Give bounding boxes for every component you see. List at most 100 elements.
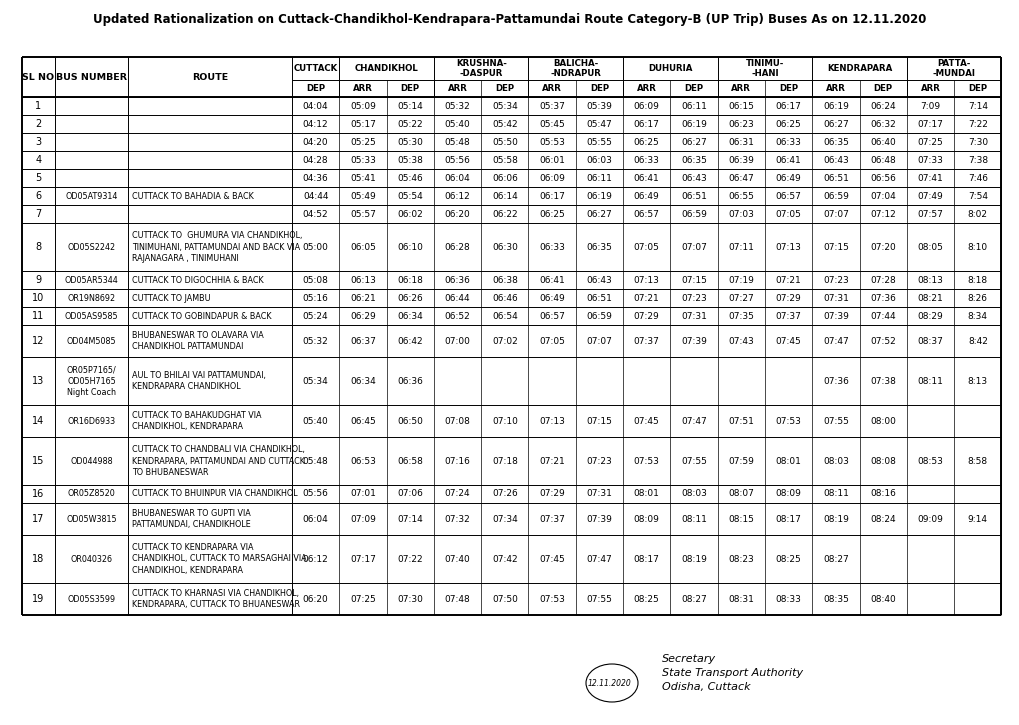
Text: 07:34: 07:34 [491, 515, 518, 523]
Text: 07:20: 07:20 [869, 242, 896, 252]
Text: 05:53: 05:53 [539, 138, 565, 146]
Text: 06:04: 06:04 [444, 173, 470, 183]
Text: 06:24: 06:24 [869, 102, 895, 110]
Text: 5: 5 [36, 173, 42, 183]
Text: 07:17: 07:17 [917, 120, 943, 128]
Text: 9:14: 9:14 [967, 515, 986, 523]
Text: 05:34: 05:34 [303, 376, 328, 386]
Text: ARR: ARR [353, 84, 373, 93]
Text: 07:11: 07:11 [728, 242, 753, 252]
Text: 07:08: 07:08 [444, 416, 470, 426]
Text: 8:18: 8:18 [967, 276, 987, 284]
Text: ARR: ARR [542, 84, 561, 93]
Text: 7:54: 7:54 [967, 191, 986, 201]
Text: 05:08: 05:08 [303, 276, 328, 284]
Text: 06:33: 06:33 [539, 242, 565, 252]
Text: 06:38: 06:38 [491, 276, 518, 284]
Text: 07:05: 07:05 [775, 210, 801, 218]
Text: 07:21: 07:21 [539, 457, 565, 465]
Text: 06:30: 06:30 [491, 242, 518, 252]
Text: 05:33: 05:33 [350, 155, 376, 165]
Text: 08:31: 08:31 [728, 594, 753, 603]
Text: 07:21: 07:21 [633, 294, 659, 302]
Text: 06:48: 06:48 [869, 155, 896, 165]
Text: OD04M5085: OD04M5085 [66, 336, 116, 346]
Text: 07:24: 07:24 [444, 489, 470, 499]
Text: 06:41: 06:41 [633, 173, 659, 183]
Text: 07:15: 07:15 [822, 242, 848, 252]
Text: 06:49: 06:49 [775, 173, 801, 183]
Text: 08:07: 08:07 [728, 489, 753, 499]
Text: 08:15: 08:15 [728, 515, 753, 523]
Text: PATTA-
-MUNDAI: PATTA- -MUNDAI [931, 59, 975, 78]
Text: 08:27: 08:27 [822, 555, 848, 563]
Text: 04:28: 04:28 [303, 155, 328, 165]
Text: 06:25: 06:25 [775, 120, 801, 128]
Text: 04:20: 04:20 [303, 138, 328, 146]
Text: 08:21: 08:21 [917, 294, 943, 302]
Text: 7:46: 7:46 [967, 173, 986, 183]
Text: 06:09: 06:09 [633, 102, 659, 110]
Text: 06:19: 06:19 [681, 120, 706, 128]
Text: 07:03: 07:03 [728, 210, 753, 218]
Text: 07:00: 07:00 [444, 336, 470, 346]
Text: 05:48: 05:48 [303, 457, 328, 465]
Text: 07:45: 07:45 [775, 336, 801, 346]
Text: 04:36: 04:36 [303, 173, 328, 183]
Text: 05:38: 05:38 [397, 155, 423, 165]
Text: 06:20: 06:20 [303, 594, 328, 603]
Text: 08:09: 08:09 [633, 515, 659, 523]
Text: 05:56: 05:56 [303, 489, 328, 499]
Text: 08:11: 08:11 [681, 515, 706, 523]
Text: 06:35: 06:35 [681, 155, 706, 165]
Text: 07:59: 07:59 [728, 457, 753, 465]
Text: 06:19: 06:19 [822, 102, 848, 110]
Text: 07:13: 07:13 [775, 242, 801, 252]
Text: ARR: ARR [636, 84, 656, 93]
Text: 07:36: 07:36 [822, 376, 848, 386]
Text: 05:40: 05:40 [444, 120, 470, 128]
Text: KENDRAPARA: KENDRAPARA [826, 64, 892, 73]
Text: 07:29: 07:29 [633, 312, 659, 320]
Text: 07:23: 07:23 [681, 294, 706, 302]
Text: 05:47: 05:47 [586, 120, 611, 128]
Text: 12: 12 [33, 336, 45, 346]
Text: OD05S2242: OD05S2242 [67, 242, 115, 252]
Text: CUTTACK TO KHARNASI VIA CHANDIKHOL,
KENDRAPARA, CUTTACK TO BHUANESWAR: CUTTACK TO KHARNASI VIA CHANDIKHOL, KEND… [131, 589, 300, 609]
Text: AUL TO BHILAI VAI PATTAMUNDAI,
KENDRAPARA CHANDIKHOL: AUL TO BHILAI VAI PATTAMUNDAI, KENDRAPAR… [131, 371, 266, 391]
Text: 06:12: 06:12 [303, 555, 328, 563]
Text: 07:18: 07:18 [491, 457, 518, 465]
Text: 06:49: 06:49 [633, 191, 659, 201]
Text: 06:51: 06:51 [681, 191, 706, 201]
Text: ARR: ARR [731, 84, 751, 93]
Text: 05:45: 05:45 [539, 120, 565, 128]
Text: 07:32: 07:32 [444, 515, 470, 523]
Text: 05:34: 05:34 [491, 102, 518, 110]
Text: OR16D6933: OR16D6933 [67, 416, 115, 426]
Text: 08:11: 08:11 [917, 376, 943, 386]
Text: 07:51: 07:51 [728, 416, 753, 426]
Text: BALICHA-
-NDRAPUR: BALICHA- -NDRAPUR [550, 59, 600, 78]
Text: OD05AS9585: OD05AS9585 [64, 312, 118, 320]
Text: 08:16: 08:16 [869, 489, 896, 499]
Text: ARR: ARR [447, 84, 467, 93]
Text: 07:37: 07:37 [539, 515, 565, 523]
Text: 06:21: 06:21 [350, 294, 375, 302]
Text: 07:47: 07:47 [822, 336, 848, 346]
Text: OD05AR5344: OD05AR5344 [64, 276, 118, 284]
Text: OR040326: OR040326 [70, 555, 112, 563]
Text: 06:06: 06:06 [491, 173, 518, 183]
Text: 07:01: 07:01 [350, 489, 376, 499]
Text: 06:05: 06:05 [350, 242, 376, 252]
Text: 07:13: 07:13 [633, 276, 659, 284]
Text: 05:22: 05:22 [397, 120, 423, 128]
Text: SL NO: SL NO [22, 72, 54, 81]
Text: 07:05: 07:05 [539, 336, 565, 346]
Text: BHUBANESWAR TO OLAVARA VIA
CHANDIKHOL PATTAMUNDAI: BHUBANESWAR TO OLAVARA VIA CHANDIKHOL PA… [131, 331, 264, 351]
Text: 05:30: 05:30 [397, 138, 423, 146]
Text: 08:27: 08:27 [681, 594, 706, 603]
Text: 06:53: 06:53 [350, 457, 376, 465]
Text: 06:02: 06:02 [397, 210, 423, 218]
Text: 08:11: 08:11 [822, 489, 848, 499]
Text: ARR: ARR [825, 84, 845, 93]
